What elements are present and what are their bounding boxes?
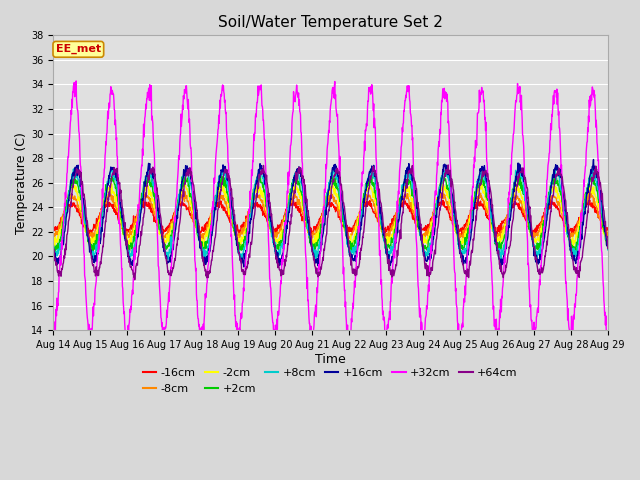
-16cm: [490, 226, 497, 231]
+64cm: [490, 216, 497, 222]
+8cm: [49, 242, 57, 248]
+64cm: [444, 162, 452, 168]
-2cm: [539, 222, 547, 228]
-2cm: [173, 205, 180, 211]
+2cm: [604, 241, 612, 247]
-2cm: [417, 233, 424, 239]
+8cm: [604, 247, 612, 252]
+32cm: [490, 303, 497, 309]
-8cm: [159, 233, 166, 239]
-16cm: [173, 207, 180, 213]
+16cm: [417, 233, 424, 239]
+32cm: [160, 331, 168, 337]
+2cm: [49, 241, 57, 247]
+64cm: [173, 241, 180, 247]
+16cm: [49, 248, 57, 254]
+2cm: [538, 233, 546, 239]
-8cm: [490, 228, 497, 234]
Title: Soil/Water Temperature Set 2: Soil/Water Temperature Set 2: [218, 15, 443, 30]
-16cm: [547, 197, 554, 203]
+64cm: [539, 269, 547, 275]
+16cm: [159, 237, 166, 243]
-16cm: [538, 214, 546, 220]
-16cm: [417, 227, 424, 233]
+16cm: [240, 264, 248, 270]
+8cm: [159, 239, 166, 244]
+2cm: [588, 170, 596, 176]
+8cm: [183, 164, 191, 169]
+64cm: [49, 245, 57, 251]
-8cm: [198, 238, 205, 244]
-8cm: [604, 232, 612, 238]
+8cm: [235, 247, 243, 253]
+16cm: [235, 251, 243, 256]
+2cm: [51, 251, 59, 257]
X-axis label: Time: Time: [315, 353, 346, 366]
+8cm: [417, 235, 425, 241]
Line: +64cm: +64cm: [53, 165, 608, 280]
+8cm: [173, 214, 180, 219]
+32cm: [49, 336, 57, 342]
-8cm: [236, 235, 243, 241]
+16cm: [604, 242, 612, 248]
-8cm: [539, 216, 547, 221]
Y-axis label: Temperature (C): Temperature (C): [15, 132, 28, 234]
Line: -2cm: -2cm: [53, 181, 608, 248]
-16cm: [235, 229, 243, 235]
Line: -16cm: -16cm: [53, 200, 608, 235]
-16cm: [307, 232, 314, 238]
+2cm: [417, 231, 424, 237]
+16cm: [490, 223, 497, 229]
+32cm: [124, 344, 131, 349]
+32cm: [173, 182, 181, 188]
-16cm: [49, 227, 57, 233]
-2cm: [159, 237, 166, 242]
-2cm: [49, 240, 57, 245]
+32cm: [417, 332, 425, 337]
+2cm: [490, 227, 497, 232]
+8cm: [539, 236, 547, 241]
-2cm: [235, 240, 243, 246]
+64cm: [235, 250, 243, 256]
-2cm: [199, 245, 207, 251]
+64cm: [417, 221, 424, 227]
-16cm: [604, 227, 612, 232]
+8cm: [490, 226, 497, 232]
+32cm: [236, 325, 243, 331]
Line: -8cm: -8cm: [53, 192, 608, 241]
Line: +2cm: +2cm: [53, 173, 608, 254]
Text: EE_met: EE_met: [56, 44, 101, 54]
+8cm: [385, 259, 392, 264]
-8cm: [49, 232, 57, 238]
Legend: -16cm, -8cm, -2cm, +2cm, +8cm, +16cm, +32cm, +64cm: -16cm, -8cm, -2cm, +2cm, +8cm, +16cm, +3…: [139, 364, 522, 398]
-8cm: [173, 205, 180, 211]
-2cm: [476, 179, 484, 184]
+16cm: [173, 221, 180, 227]
+64cm: [131, 277, 139, 283]
-8cm: [417, 228, 425, 233]
+2cm: [159, 239, 167, 245]
+64cm: [159, 236, 167, 242]
Line: +32cm: +32cm: [53, 81, 608, 347]
+16cm: [538, 247, 546, 252]
-2cm: [490, 229, 497, 235]
+32cm: [539, 239, 547, 245]
Line: +8cm: +8cm: [53, 167, 608, 262]
+64cm: [604, 246, 612, 252]
-2cm: [604, 235, 612, 240]
-16cm: [159, 231, 166, 237]
Line: +16cm: +16cm: [53, 159, 608, 267]
+2cm: [173, 207, 180, 213]
+32cm: [604, 339, 612, 345]
+2cm: [235, 240, 243, 245]
+32cm: [72, 78, 80, 84]
-8cm: [215, 189, 223, 194]
+16cm: [589, 156, 597, 162]
